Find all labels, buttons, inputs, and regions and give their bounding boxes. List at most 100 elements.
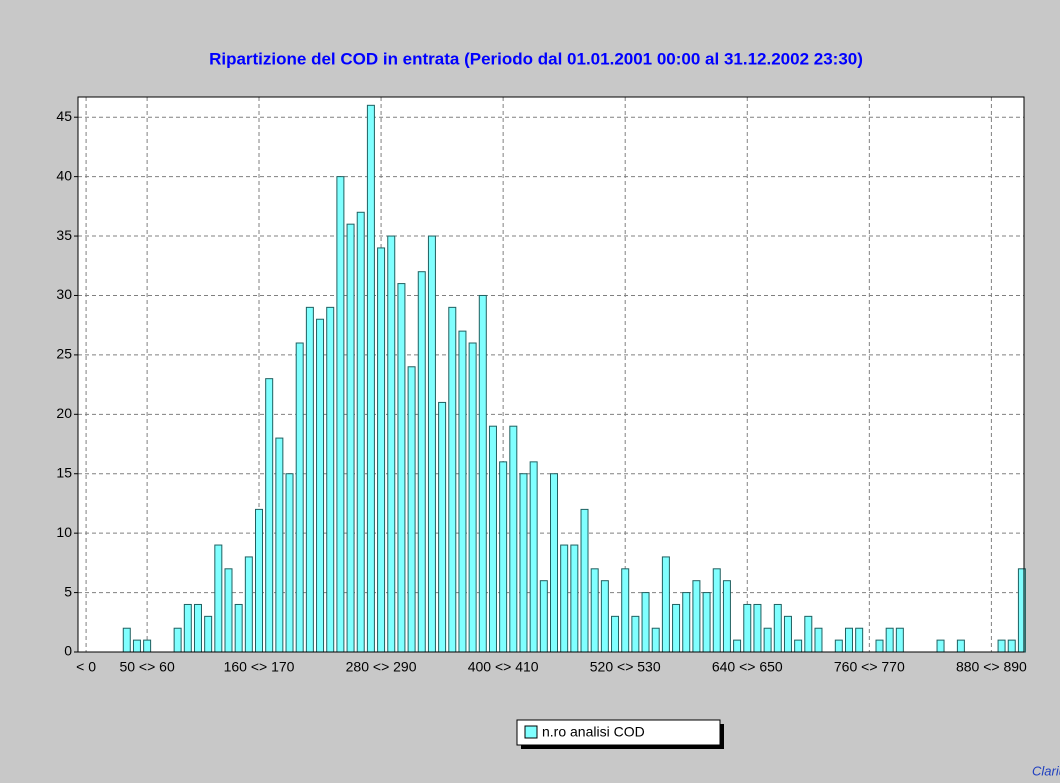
x-tick-label: 520 <> 530 [590,659,661,675]
bar [193,603,202,653]
bar [499,461,508,653]
footer: Clarius V2 [1032,763,1060,778]
bar [224,568,233,653]
bar [773,603,782,653]
y-tick-label: 5 [64,583,72,599]
bar [580,508,589,653]
bar [661,556,670,653]
bar [611,615,620,653]
bar [844,627,853,653]
bar [834,639,843,653]
bar [895,627,904,653]
bar [295,342,304,653]
bar [875,639,884,653]
bar [265,378,274,653]
bar [672,603,681,653]
y-tick-label: 35 [56,227,72,243]
bar [702,592,711,653]
bar [529,461,538,653]
bar [132,639,141,653]
bar [387,235,396,653]
bar [214,544,223,653]
bar [173,627,182,653]
x-tick-label: 160 <> 170 [224,659,295,675]
legend-swatch [524,725,538,739]
y-tick-label: 45 [56,108,72,124]
bar [936,639,945,653]
bar [255,508,264,653]
bar [560,544,569,653]
bar [519,473,528,653]
x-tick-label: 280 <> 290 [346,659,417,675]
bar [285,473,294,653]
x-tick-label: 50 <> 60 [119,659,174,675]
bar [417,271,426,653]
y-tick-label: 10 [56,524,72,540]
bar [600,580,609,653]
bar [448,306,457,653]
bar [458,330,467,653]
bar [794,639,803,653]
y-tick-label: 40 [56,167,72,183]
bar [570,544,579,653]
bar [722,580,731,653]
legend-box [516,719,721,746]
bar [346,223,355,653]
bar [488,425,497,653]
y-tick-label: 15 [56,464,72,480]
bar [397,283,406,653]
bar [143,639,152,653]
bar [427,235,436,653]
bar [631,615,640,653]
y-tick-label: 20 [56,405,72,421]
bar [804,615,813,653]
bar [956,639,965,653]
legend: n.ro analisi COD [516,719,724,749]
bar [234,603,243,653]
plot-border [77,96,1025,653]
bar [468,342,477,653]
bar [997,639,1006,653]
bar [743,603,752,653]
bar [590,568,599,653]
bar [336,176,345,653]
bar [763,627,772,653]
bar [651,627,660,653]
bar [356,211,365,653]
x-tick-label: < 0 [76,659,96,675]
x-tick-label: 400 <> 410 [468,659,539,675]
bar [1007,639,1016,653]
bar [712,568,721,653]
bar [122,627,131,653]
legend-label: n.ro analisi COD [542,724,645,740]
bar [438,401,447,653]
bar [733,639,742,653]
y-tick-label: 0 [64,643,72,659]
bar [783,615,792,653]
bar [377,247,386,653]
bar [326,306,335,653]
x-tick-label: 880 <> 890 [956,659,1027,675]
chart-title: Ripartizione del COD in entrata (Periodo… [209,49,863,68]
x-tick-label: 760 <> 770 [834,659,905,675]
x-tick-label: 640 <> 650 [712,659,783,675]
bar [885,627,894,653]
bar [621,568,630,653]
bar [550,473,558,653]
bar [275,437,284,653]
bar [407,366,416,653]
bar [814,627,823,653]
bar [753,603,762,653]
bar [305,306,314,653]
bar [509,425,518,653]
bar [316,318,325,653]
bar [692,580,701,653]
bar [641,592,650,653]
bar [682,592,691,653]
bar [183,603,192,653]
bar [366,104,375,653]
bar [204,615,213,653]
y-tick-label: 30 [56,286,72,302]
bar [539,580,548,653]
